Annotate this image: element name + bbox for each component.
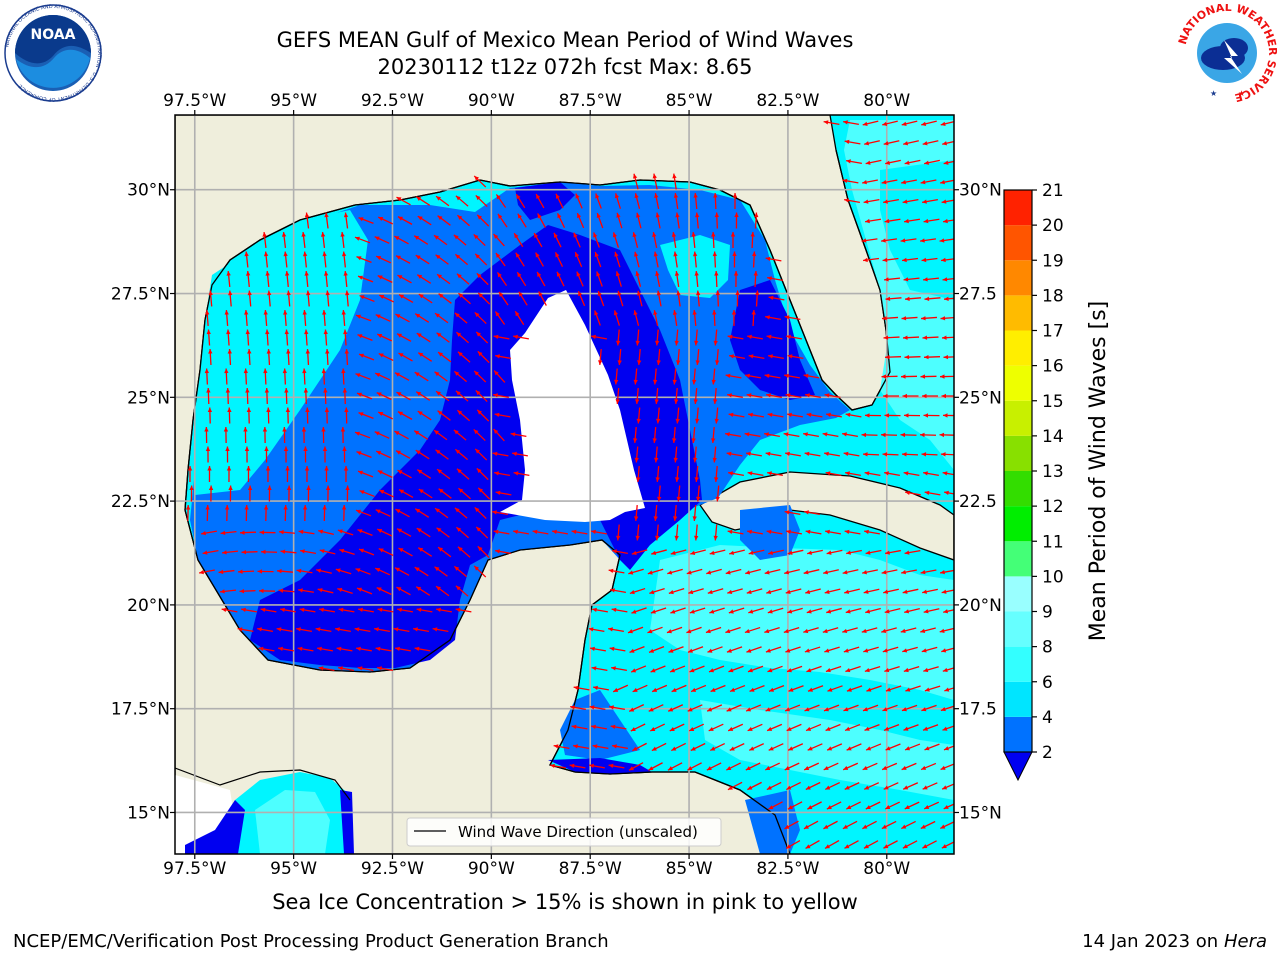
colorbar-tick-label: 20 [1042,216,1064,236]
colorbar-segment [1004,471,1032,507]
lat-label-left: 15°N [127,803,170,823]
graticule [175,115,954,854]
svg-text:★: ★ [1210,89,1217,98]
wind-direction-arrows [185,120,954,850]
lon-label-bottom: 82.5°W [756,859,819,879]
colorbar-label: Mean Period of Wind Waves [s] [1086,301,1111,641]
footer-credit: NCEP/EMC/Verification Post Processing Pr… [13,931,609,952]
lon-label-bottom: 87.5°W [559,859,622,879]
colorbar-tick-label: 8 [1042,638,1053,658]
lon-label-top: 95°W [270,91,317,111]
colorbar-tick-label: 15 [1042,392,1064,412]
colorbar-segment [1004,330,1032,366]
lon-label-top: 87.5°W [559,91,622,111]
lat-label-right: 20°N [959,596,1002,616]
colorbar-segment [1004,506,1032,542]
colorbar-segment [1004,611,1032,647]
lon-label-bottom: 90°W [468,859,515,879]
colorbar-tick-label: 16 [1042,357,1064,377]
footer-date: 14 Jan 2023 on Hera [1082,931,1267,952]
map-frame [174,114,955,855]
lon-label-top: 85°W [666,91,713,111]
colorbar-segment [1004,681,1032,717]
legend-label: Wind Wave Direction (unscaled) [458,823,698,841]
map-title: GEFS MEAN Gulf of Mexico Mean Period of … [276,28,854,52]
colorbar-tick-label: 11 [1042,532,1064,552]
nws-logo: NATIONAL WEATHER SERVICE ★ ★ [1176,4,1278,102]
map-subtitle: 20230112 t12z 072h fcst Max: 8.65 [377,55,753,79]
lon-label-top: 97.5°W [163,91,226,111]
lon-label-bottom: 85°W [666,859,713,879]
lon-label-top: 92.5°W [361,91,424,111]
colorbar-tick-label: 21 [1042,181,1064,201]
colorbar-tick-label: 6 [1042,673,1053,693]
lat-label-right: 17.5 [959,700,997,720]
colorbar-segment [1004,190,1032,226]
colorbar-tick-label: 14 [1042,427,1064,447]
colorbar-tick-label: 12 [1042,497,1064,517]
period-4-6-west [193,210,368,495]
lon-label-bottom: 95°W [270,859,317,879]
colorbar-tick-label: 2 [1042,743,1053,763]
colorbar-segment [1004,295,1032,331]
lat-label-right: 30°N [959,181,1002,201]
colorbar-tick-label: 4 [1042,708,1053,728]
period-6-8-zone [650,545,954,700]
colorbar-tick-label: 17 [1042,322,1064,342]
colorbar-segment [1004,365,1032,401]
lat-label-right: 15°N [959,803,1002,823]
colorbar-tick-label: 9 [1042,603,1053,623]
lat-label-right: 25°N [959,388,1002,408]
colorbar-segment [1004,716,1032,752]
lon-label-top: 82.5°W [756,91,819,111]
colorbar-segment [1004,576,1032,612]
lat-label-left: 27.5°N [111,285,170,305]
lat-label-left: 25°N [127,388,170,408]
lat-label-left: 17.5°N [111,700,170,720]
colorbar-tick-label: 13 [1042,462,1064,482]
colorbar-tick-label: 19 [1042,251,1064,271]
colorbar: 2 4 6 8 9 10 11 12 13 14 15 16 17 18 19 20 21 [1003,181,1064,782]
colorbar-segment [1004,541,1032,577]
sea-ice-note: Sea Ice Concentration > 15% is shown in … [272,890,858,914]
colorbar-tick-label: 18 [1042,286,1064,306]
colorbar-segment [1004,260,1032,296]
colorbar-segment [1004,400,1032,436]
lon-label-bottom: 80°W [863,859,910,879]
machine-name: Hera [1223,931,1267,952]
colorbar-segment [1004,435,1032,471]
colorbar-tick-label: 10 [1042,567,1064,587]
lon-label-top: 90°W [468,91,515,111]
lat-label-right: 27.5 [959,285,997,305]
lat-label-right: 22.5 [959,492,997,512]
lat-label-left: 20°N [127,596,170,616]
lon-label-top: 80°W [863,91,910,111]
lat-label-left: 22.5°N [111,492,170,512]
colorbar-extend-under [1003,751,1033,782]
lon-label-bottom: 92.5°W [361,859,424,879]
lon-label-bottom: 97.5°W [163,859,226,879]
colorbar-segment [1004,646,1032,682]
noaa-logo: NOAA NATIONAL OCEANIC AND ATMOSPHERIC AD… [4,4,102,102]
lat-label-left: 30°N [127,181,170,201]
colorbar-segment [1004,225,1032,261]
svg-text:★: ★ [1238,89,1245,98]
svg-text:NOAA: NOAA [31,27,76,43]
arrow-legend: Wind Wave Direction (unscaled) [406,817,722,847]
